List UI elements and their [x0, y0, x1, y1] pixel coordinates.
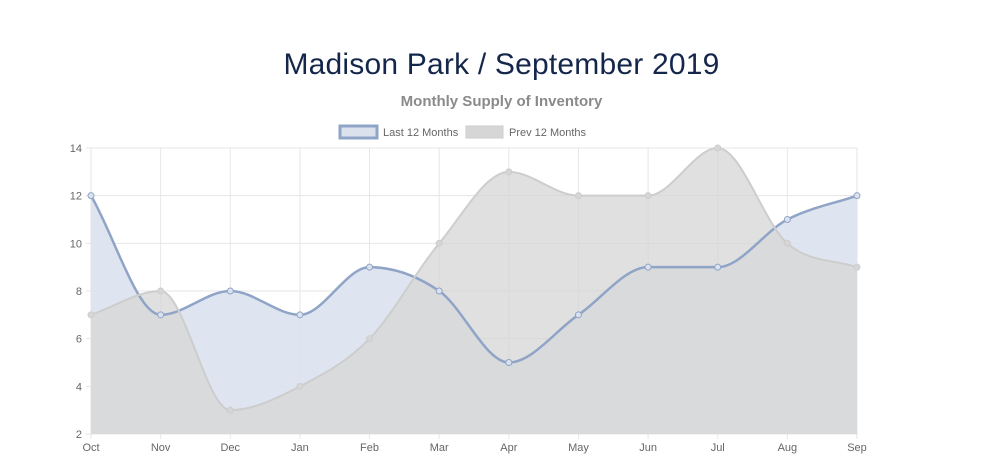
- series-1-point: [574, 192, 582, 200]
- y-tick-label: 2: [76, 429, 82, 441]
- series-1-point: [157, 287, 165, 295]
- y-tick-label: 14: [70, 143, 82, 155]
- series-0-point: [505, 359, 513, 366]
- series-0-point: [87, 192, 95, 200]
- x-tick-label: Oct: [82, 442, 99, 454]
- series-1-point: [714, 144, 722, 152]
- y-tick-label: 6: [76, 334, 82, 346]
- axis-labels: 2 4 6 8 10 12 14 Oct Nov Dec Jan Feb Mar Apr May Jun Jul…: [70, 143, 867, 454]
- series-areas: [91, 148, 857, 434]
- series-1-point: [644, 192, 652, 200]
- x-tick-label: Jun: [639, 442, 657, 454]
- x-tick-label: Mar: [430, 442, 449, 454]
- x-tick-label: Feb: [360, 442, 379, 454]
- x-tick-label: Nov: [151, 442, 171, 454]
- series-0-point: [366, 263, 374, 271]
- series-1-point: [783, 239, 791, 247]
- series-0-point: [157, 311, 165, 319]
- series-1-point: [505, 168, 513, 176]
- series-1-point: [226, 406, 234, 414]
- x-tick-label: Jan: [291, 442, 309, 454]
- y-tick-label: 8: [76, 286, 82, 298]
- x-tick-label: Jul: [711, 442, 725, 454]
- legend: Last 12 Months Prev 12 Months: [338, 124, 587, 140]
- x-tick-label: Apr: [500, 442, 517, 454]
- series-0-point: [853, 192, 861, 200]
- series-1-point: [87, 311, 95, 319]
- x-tick-label: May: [568, 442, 589, 454]
- y-tick-label: 10: [70, 238, 82, 250]
- series-0-point: [714, 263, 722, 271]
- legend-swatch-0: [338, 124, 379, 140]
- series-points: [87, 144, 861, 414]
- series-0-point: [574, 311, 582, 319]
- series-1-line: [90, 146, 858, 412]
- series-1-point: [366, 335, 374, 343]
- x-tick-label: Aug: [778, 442, 798, 454]
- x-tick-label: Sep: [847, 442, 867, 454]
- x-tick-label: Dec: [220, 442, 240, 454]
- legend-label-1: Prev 12 Months: [509, 127, 587, 139]
- series-0-point: [226, 287, 234, 295]
- series-1-area: [91, 148, 857, 434]
- series-1-point: [853, 263, 861, 271]
- series-0-point: [783, 216, 791, 223]
- legend-swatch-1: [465, 125, 504, 139]
- series-1-point: [435, 239, 443, 247]
- chart-title: Madison Park / September 2019: [283, 48, 720, 81]
- series-1-point: [296, 382, 304, 390]
- y-tick-label: 4: [76, 381, 82, 393]
- chart-subtitle: Monthly Supply of Inventory: [400, 93, 603, 110]
- legend-label-0: Last 12 Months: [383, 127, 459, 139]
- series-0-point: [296, 311, 304, 319]
- y-tick-label: 12: [70, 191, 82, 203]
- series-0-point: [435, 287, 443, 295]
- series-0-point: [644, 263, 652, 271]
